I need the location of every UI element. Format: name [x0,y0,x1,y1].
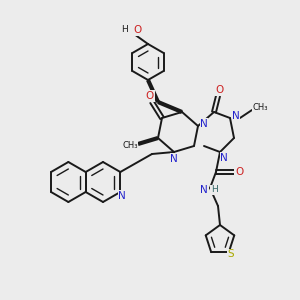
Text: CH₃: CH₃ [122,142,138,151]
Text: H: H [121,26,128,34]
Text: S: S [227,249,234,259]
Text: N: N [232,111,240,121]
Text: O: O [134,25,142,35]
Text: N: N [200,185,208,195]
Text: O: O [216,85,224,95]
Text: O: O [146,91,154,101]
Text: N: N [170,154,178,164]
Text: N: N [118,191,126,201]
Text: CH₃: CH₃ [252,103,268,112]
Text: H: H [211,185,218,194]
Text: N: N [200,119,208,129]
Text: N: N [220,153,228,163]
Text: O: O [235,167,243,177]
